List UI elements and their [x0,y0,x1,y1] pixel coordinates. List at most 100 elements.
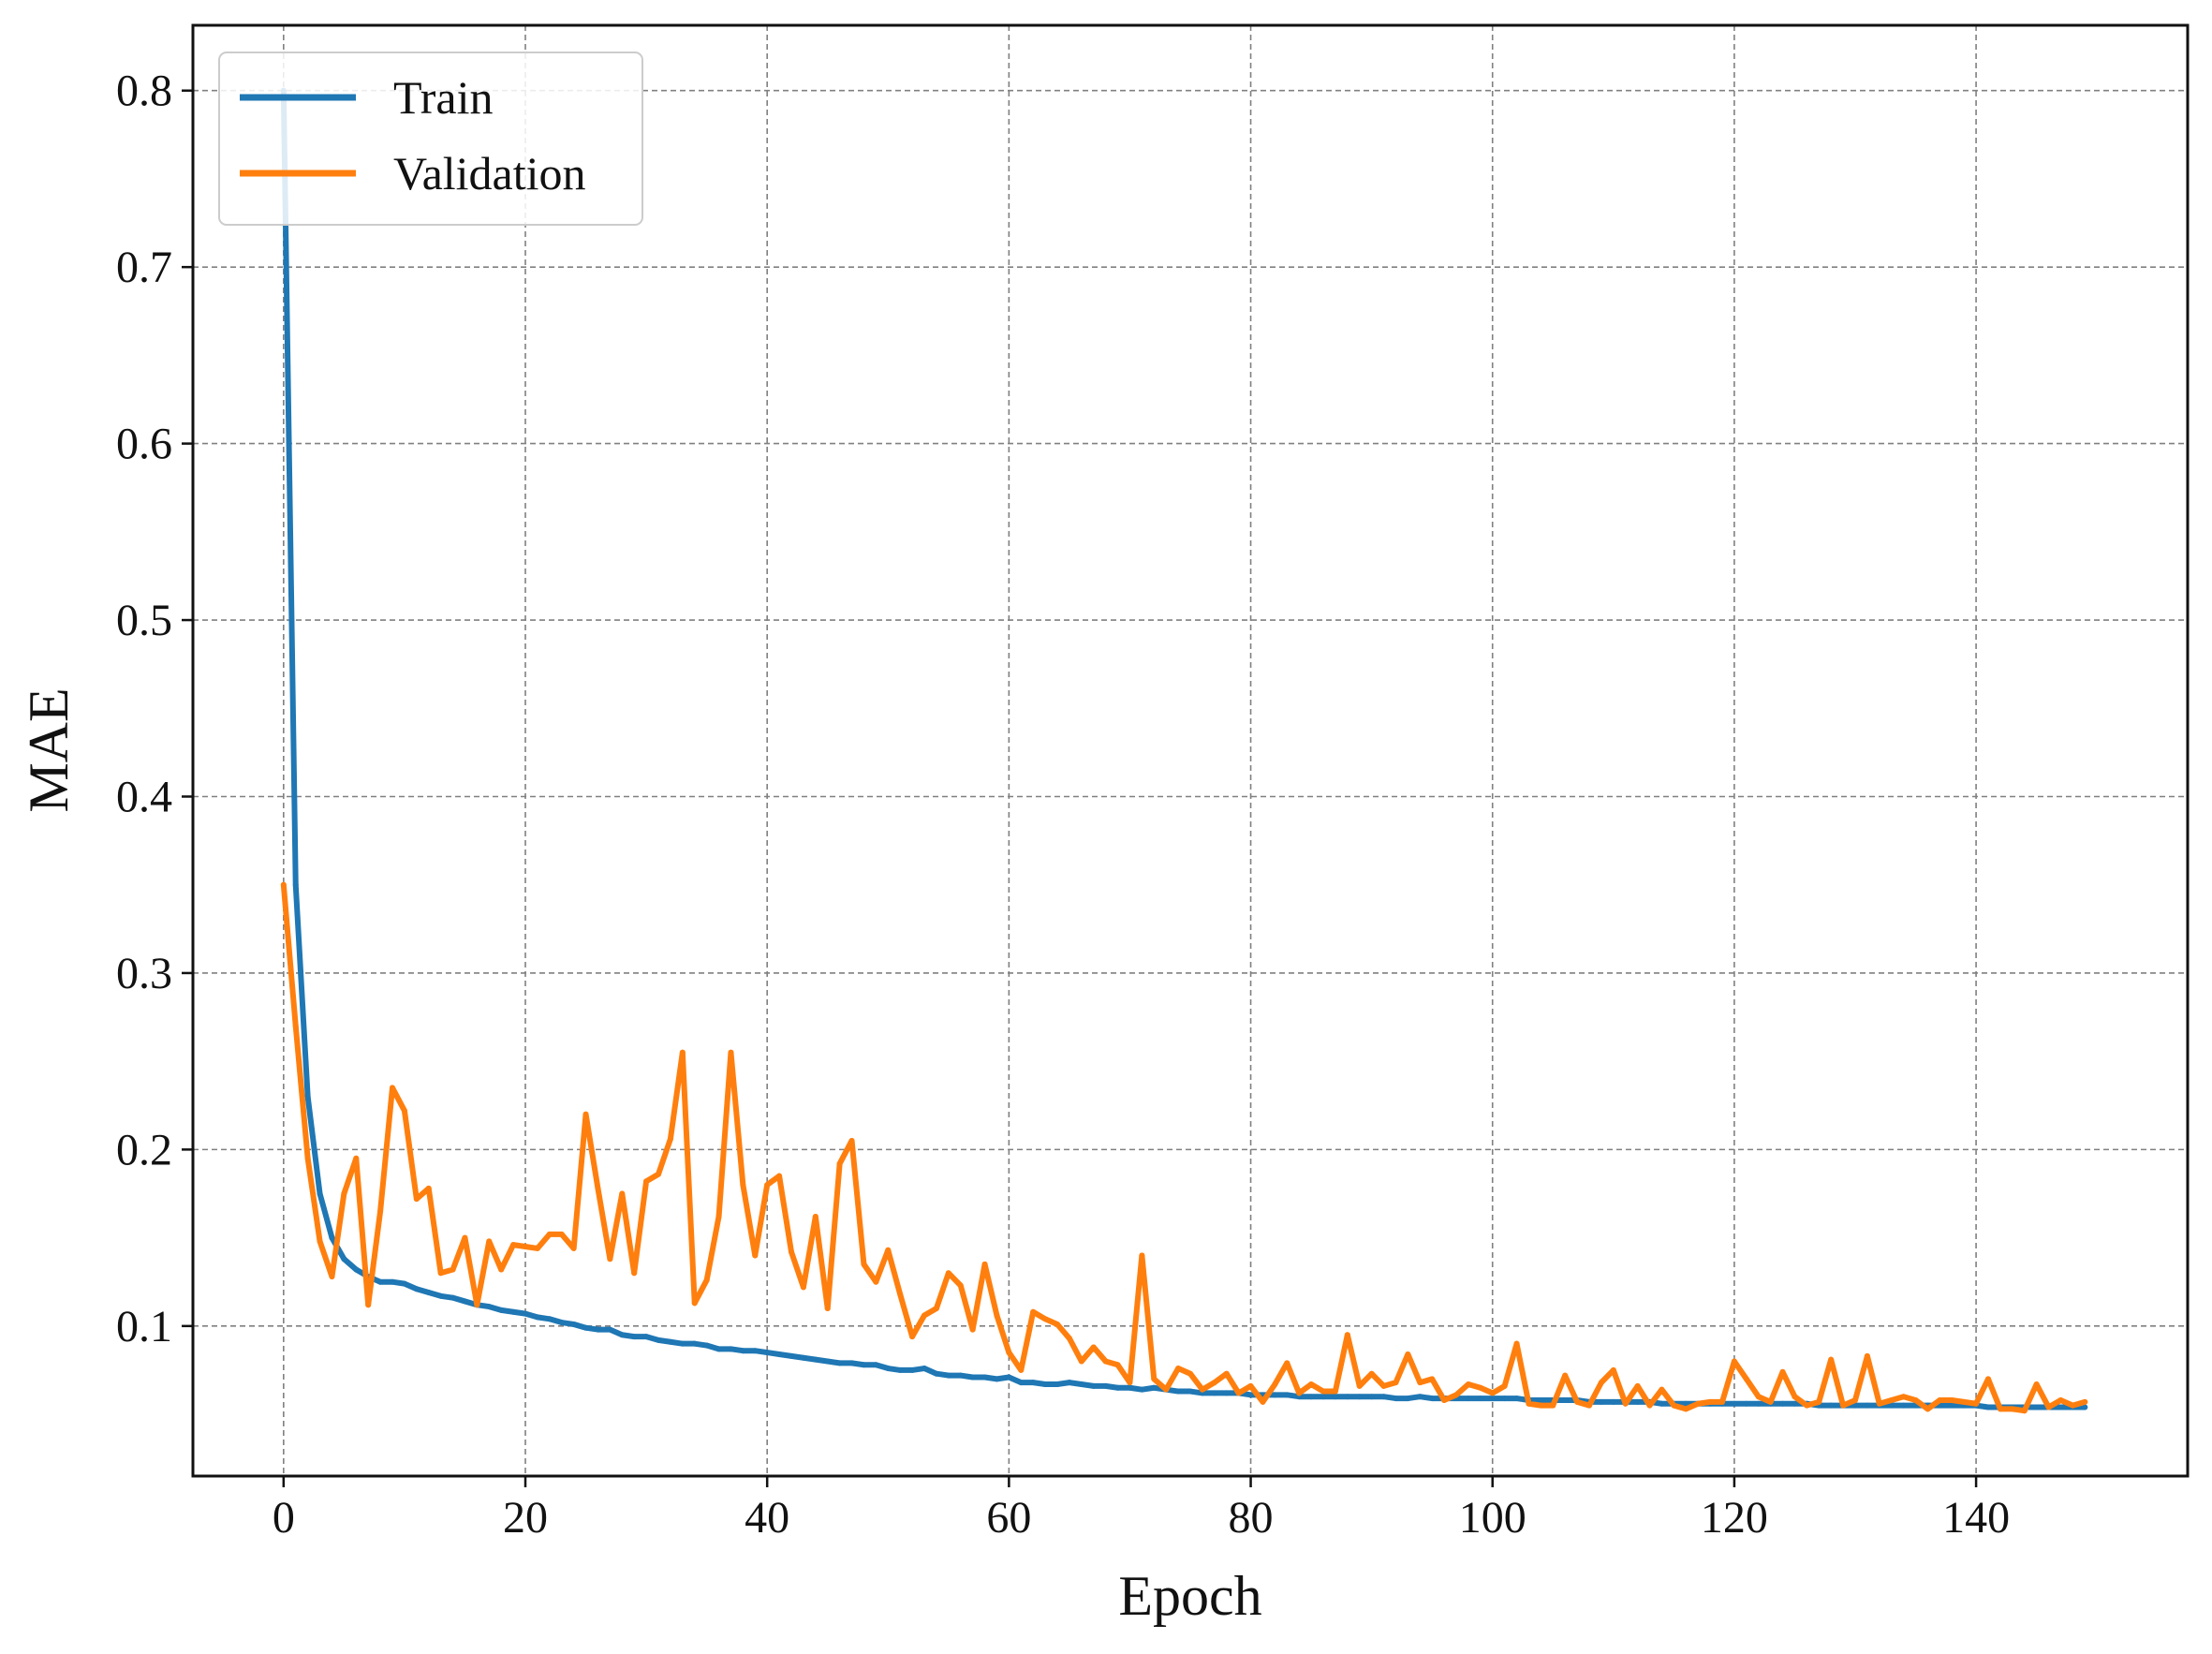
data-point-validation [1755,1394,1762,1400]
y-tick-label: 0.4 [116,772,172,821]
data-point-train [292,881,299,888]
data-point-train [703,1342,710,1349]
data-point-train [1006,1374,1012,1381]
data-point-train [715,1346,722,1352]
data-point-validation [1828,1356,1835,1363]
data-point-validation [789,1248,794,1255]
data-point-validation [1550,1402,1556,1409]
data-point-validation [1054,1321,1060,1327]
data-point-validation [1441,1396,1448,1403]
data-point-train [450,1294,456,1301]
data-point-validation [1574,1398,1581,1405]
data-point-train [1683,1400,1689,1407]
data-point-train [486,1304,493,1310]
data-point-validation [691,1300,698,1307]
data-point-validation [2070,1402,2076,1409]
data-point-train [824,1358,831,1365]
data-point-train [570,1321,577,1327]
data-point-train [317,1190,323,1197]
data-point-validation [824,1305,831,1311]
data-point-validation [558,1231,565,1237]
data-point-validation [1743,1376,1749,1382]
data-point-validation [679,1049,686,1056]
data-point-validation [2033,1381,2040,1388]
data-point-validation [1707,1398,1714,1405]
data-point-train [1755,1400,1762,1407]
data-point-validation [1489,1390,1496,1396]
data-point-validation [1538,1402,1544,1409]
data-point-train [885,1366,892,1372]
data-point-validation [534,1245,540,1251]
data-point-validation [1695,1400,1702,1407]
data-point-validation [643,1178,650,1185]
data-point-train [510,1308,517,1315]
x-tick-label: 140 [1942,1493,2010,1543]
data-point-validation [498,1266,505,1273]
data-point-train [1900,1402,1907,1409]
data-point-validation [582,1111,589,1117]
x-tick-label: 120 [1701,1493,1768,1543]
data-point-validation [861,1261,867,1267]
data-point-train [595,1326,601,1333]
data-point-train [994,1376,1000,1382]
data-point-validation [1151,1376,1158,1382]
data-point-train [1405,1396,1411,1402]
data-point-train [1175,1388,1182,1395]
data-point-validation [1235,1390,1242,1396]
data-point-train [1247,1392,1254,1398]
data-point-validation [1332,1388,1338,1395]
data-point-train [558,1320,565,1326]
data-point-train [1731,1400,1737,1407]
data-point-train [691,1340,698,1347]
data-point-validation [1356,1382,1363,1389]
data-point-train [679,1340,686,1347]
y-tick-label: 0.7 [116,243,172,292]
data-point-train [740,1348,746,1354]
data-point-validation [450,1266,456,1273]
data-point-validation [1102,1358,1109,1365]
data-point-validation [365,1302,372,1308]
data-point-train [981,1374,988,1381]
legend: Train Validation [218,52,643,226]
y-tick-label: 0.5 [116,596,172,645]
y-tick-label: 0.8 [116,66,172,116]
data-point-train [1380,1394,1387,1400]
data-point-train [764,1350,771,1356]
data-point-validation [1513,1340,1520,1347]
data-point-validation [740,1182,746,1189]
data-point-train [909,1366,916,1373]
data-point-validation [897,1291,904,1297]
data-point-validation [1187,1370,1193,1377]
data-point-validation [1973,1400,1980,1407]
data-point-validation [510,1242,517,1248]
data-point-train [1393,1396,1399,1402]
data-point-validation [1247,1382,1254,1389]
data-point-validation [1163,1386,1170,1393]
data-point-train [401,1280,407,1287]
grid [193,25,2188,1476]
data-point-train [667,1338,673,1345]
x-axis-label: Epoch [1118,1565,1261,1627]
data-point-validation [1888,1396,1895,1403]
data-point-validation [1006,1350,1012,1356]
data-point-train [1320,1394,1326,1400]
data-point-validation [413,1196,420,1203]
data-point-validation [1683,1406,1689,1412]
data-point-validation [523,1244,528,1250]
y-tick-label: 0.1 [116,1302,172,1351]
data-point-validation [922,1312,927,1319]
data-point-validation [1985,1376,1991,1382]
data-point-validation [2045,1404,2052,1410]
data-point-validation [764,1182,771,1189]
x-tick-label: 40 [745,1493,789,1543]
data-point-train [413,1286,420,1292]
data-point-train [329,1234,335,1241]
data-point-validation [1900,1394,1907,1400]
data-point-train [341,1256,347,1263]
data-point-validation [728,1049,734,1056]
series-points-validation [280,881,2088,1414]
data-point-validation [2057,1396,2064,1403]
data-point-validation [1139,1252,1145,1259]
data-point-validation [619,1190,626,1197]
data-point-train [523,1310,528,1317]
